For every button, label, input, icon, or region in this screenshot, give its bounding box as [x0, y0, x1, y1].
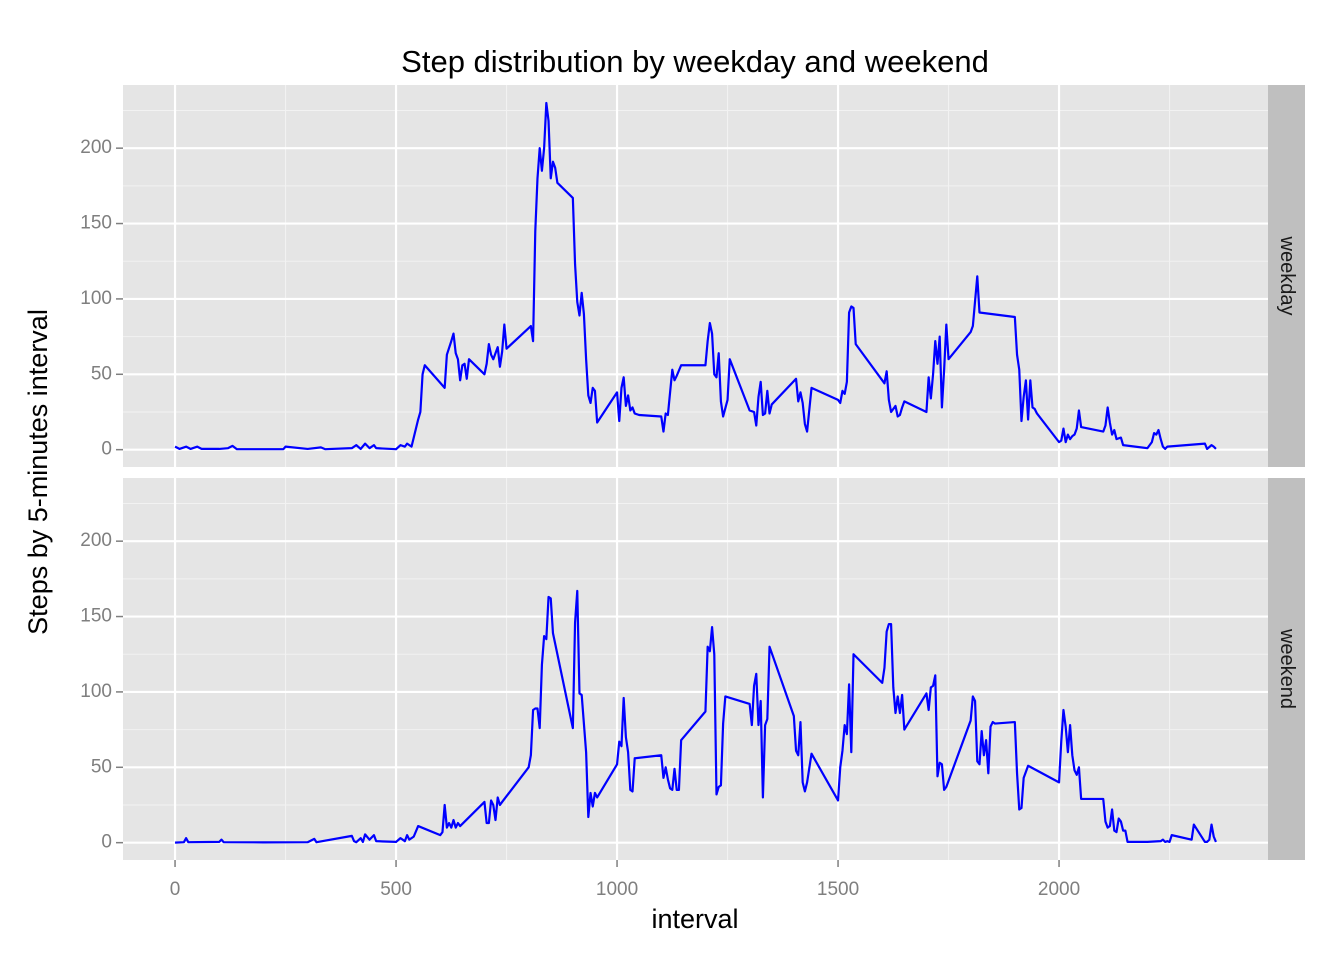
y-axis-label: Steps by 5-minutes interval — [23, 309, 53, 635]
y-tick-label: 0 — [101, 832, 112, 853]
strip-background — [1268, 85, 1305, 467]
y-tick-label: 200 — [80, 530, 112, 551]
y-tick-label: 100 — [80, 288, 112, 309]
x-tick-label: 1500 — [817, 879, 859, 900]
data-line — [174, 589, 1217, 844]
y-tick-label: 50 — [91, 756, 112, 777]
panel-background — [123, 478, 1268, 860]
strip-label: weekday — [1276, 236, 1298, 316]
strip-background — [1268, 478, 1305, 860]
y-tick-label: 150 — [80, 606, 112, 627]
x-tick-label: 1000 — [596, 879, 638, 900]
x-tick-label: 500 — [380, 879, 412, 900]
data-line — [174, 101, 1217, 451]
x-tick-label: 2000 — [1038, 879, 1080, 900]
strip-label: weekend — [1276, 628, 1298, 709]
y-tick-label: 50 — [91, 363, 112, 384]
panel-background — [123, 85, 1268, 467]
y-tick-label: 200 — [80, 137, 112, 158]
y-tick-label: 100 — [80, 681, 112, 702]
x-tick-label: 0 — [170, 879, 181, 900]
x-axis-label: interval — [651, 904, 738, 934]
y-tick-label: 0 — [101, 439, 112, 460]
y-tick-label: 150 — [80, 213, 112, 234]
chart-title: Step distribution by weekday and weekend — [401, 44, 989, 79]
